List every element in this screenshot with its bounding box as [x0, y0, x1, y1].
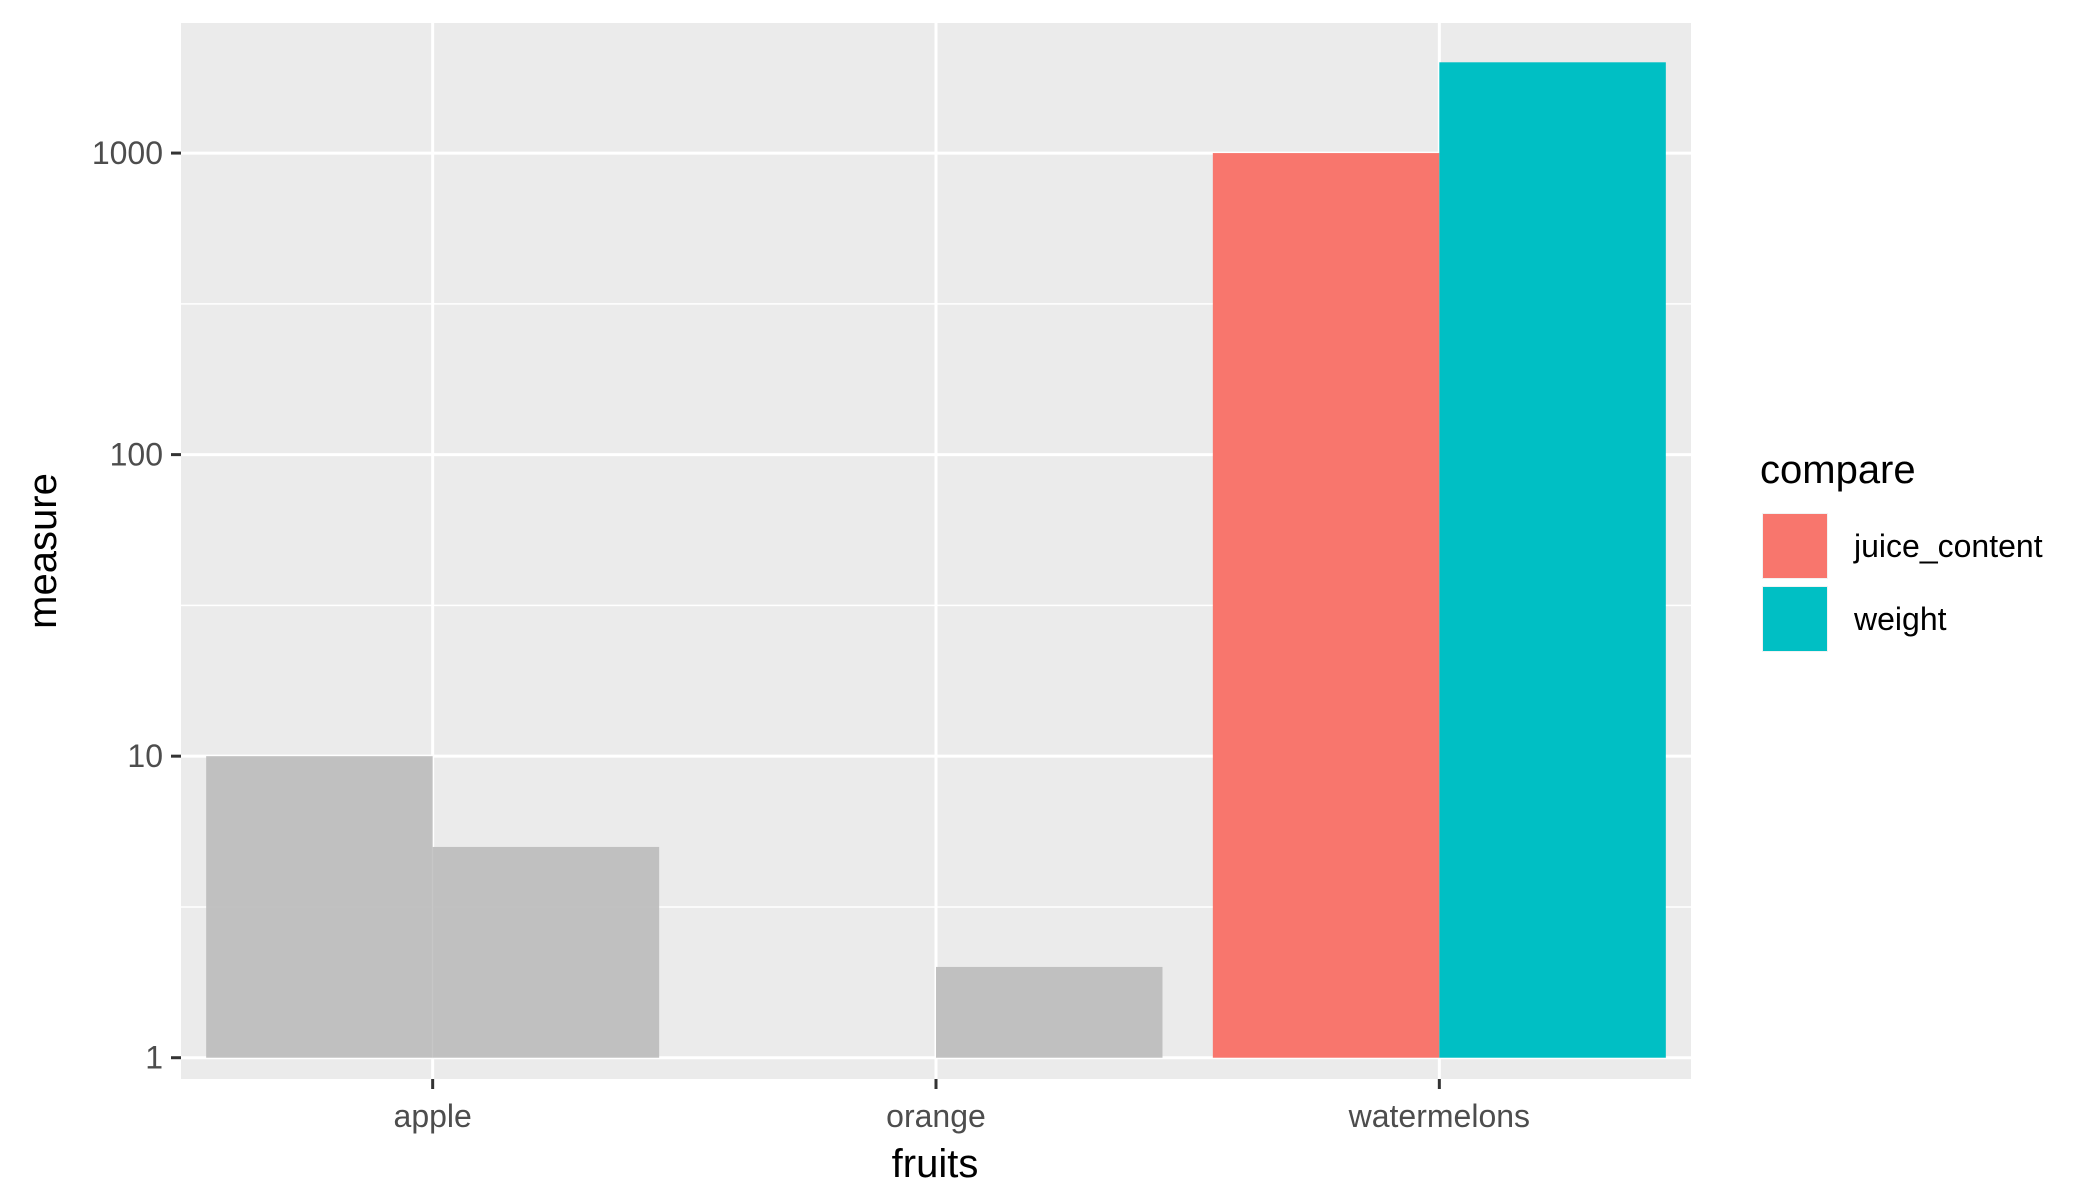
- legend-label: juice_content: [1853, 528, 2043, 564]
- y-tick-label: 1: [145, 1040, 163, 1076]
- x-axis: apple orange watermelons: [394, 1079, 1530, 1134]
- x-tick-label: watermelons: [1348, 1098, 1530, 1134]
- bar-watermelons-juice_content: [1212, 153, 1440, 1058]
- y-axis-title: measure: [21, 473, 65, 629]
- bar-orange-weight: [936, 966, 1163, 1058]
- legend-title: compare: [1760, 448, 1916, 492]
- y-tick-label: 100: [110, 437, 163, 473]
- legend-key-juice_content: [1763, 514, 1827, 578]
- y-tick-label: 1000: [92, 135, 163, 171]
- bar-apple-juice_content: [206, 756, 433, 1058]
- x-axis-title: fruits: [892, 1142, 979, 1186]
- legend-key-weight: [1763, 587, 1827, 651]
- y-tick-label: 10: [127, 738, 163, 774]
- x-tick-label: orange: [886, 1098, 986, 1134]
- bar-watermelons-weight: [1439, 62, 1666, 1058]
- x-tick-label: apple: [394, 1098, 472, 1134]
- y-axis: 1 10 100 1000: [92, 135, 181, 1076]
- bars: [206, 62, 1666, 1058]
- legend-label: weight: [1853, 601, 1947, 637]
- bar-apple-weight: [432, 846, 660, 1058]
